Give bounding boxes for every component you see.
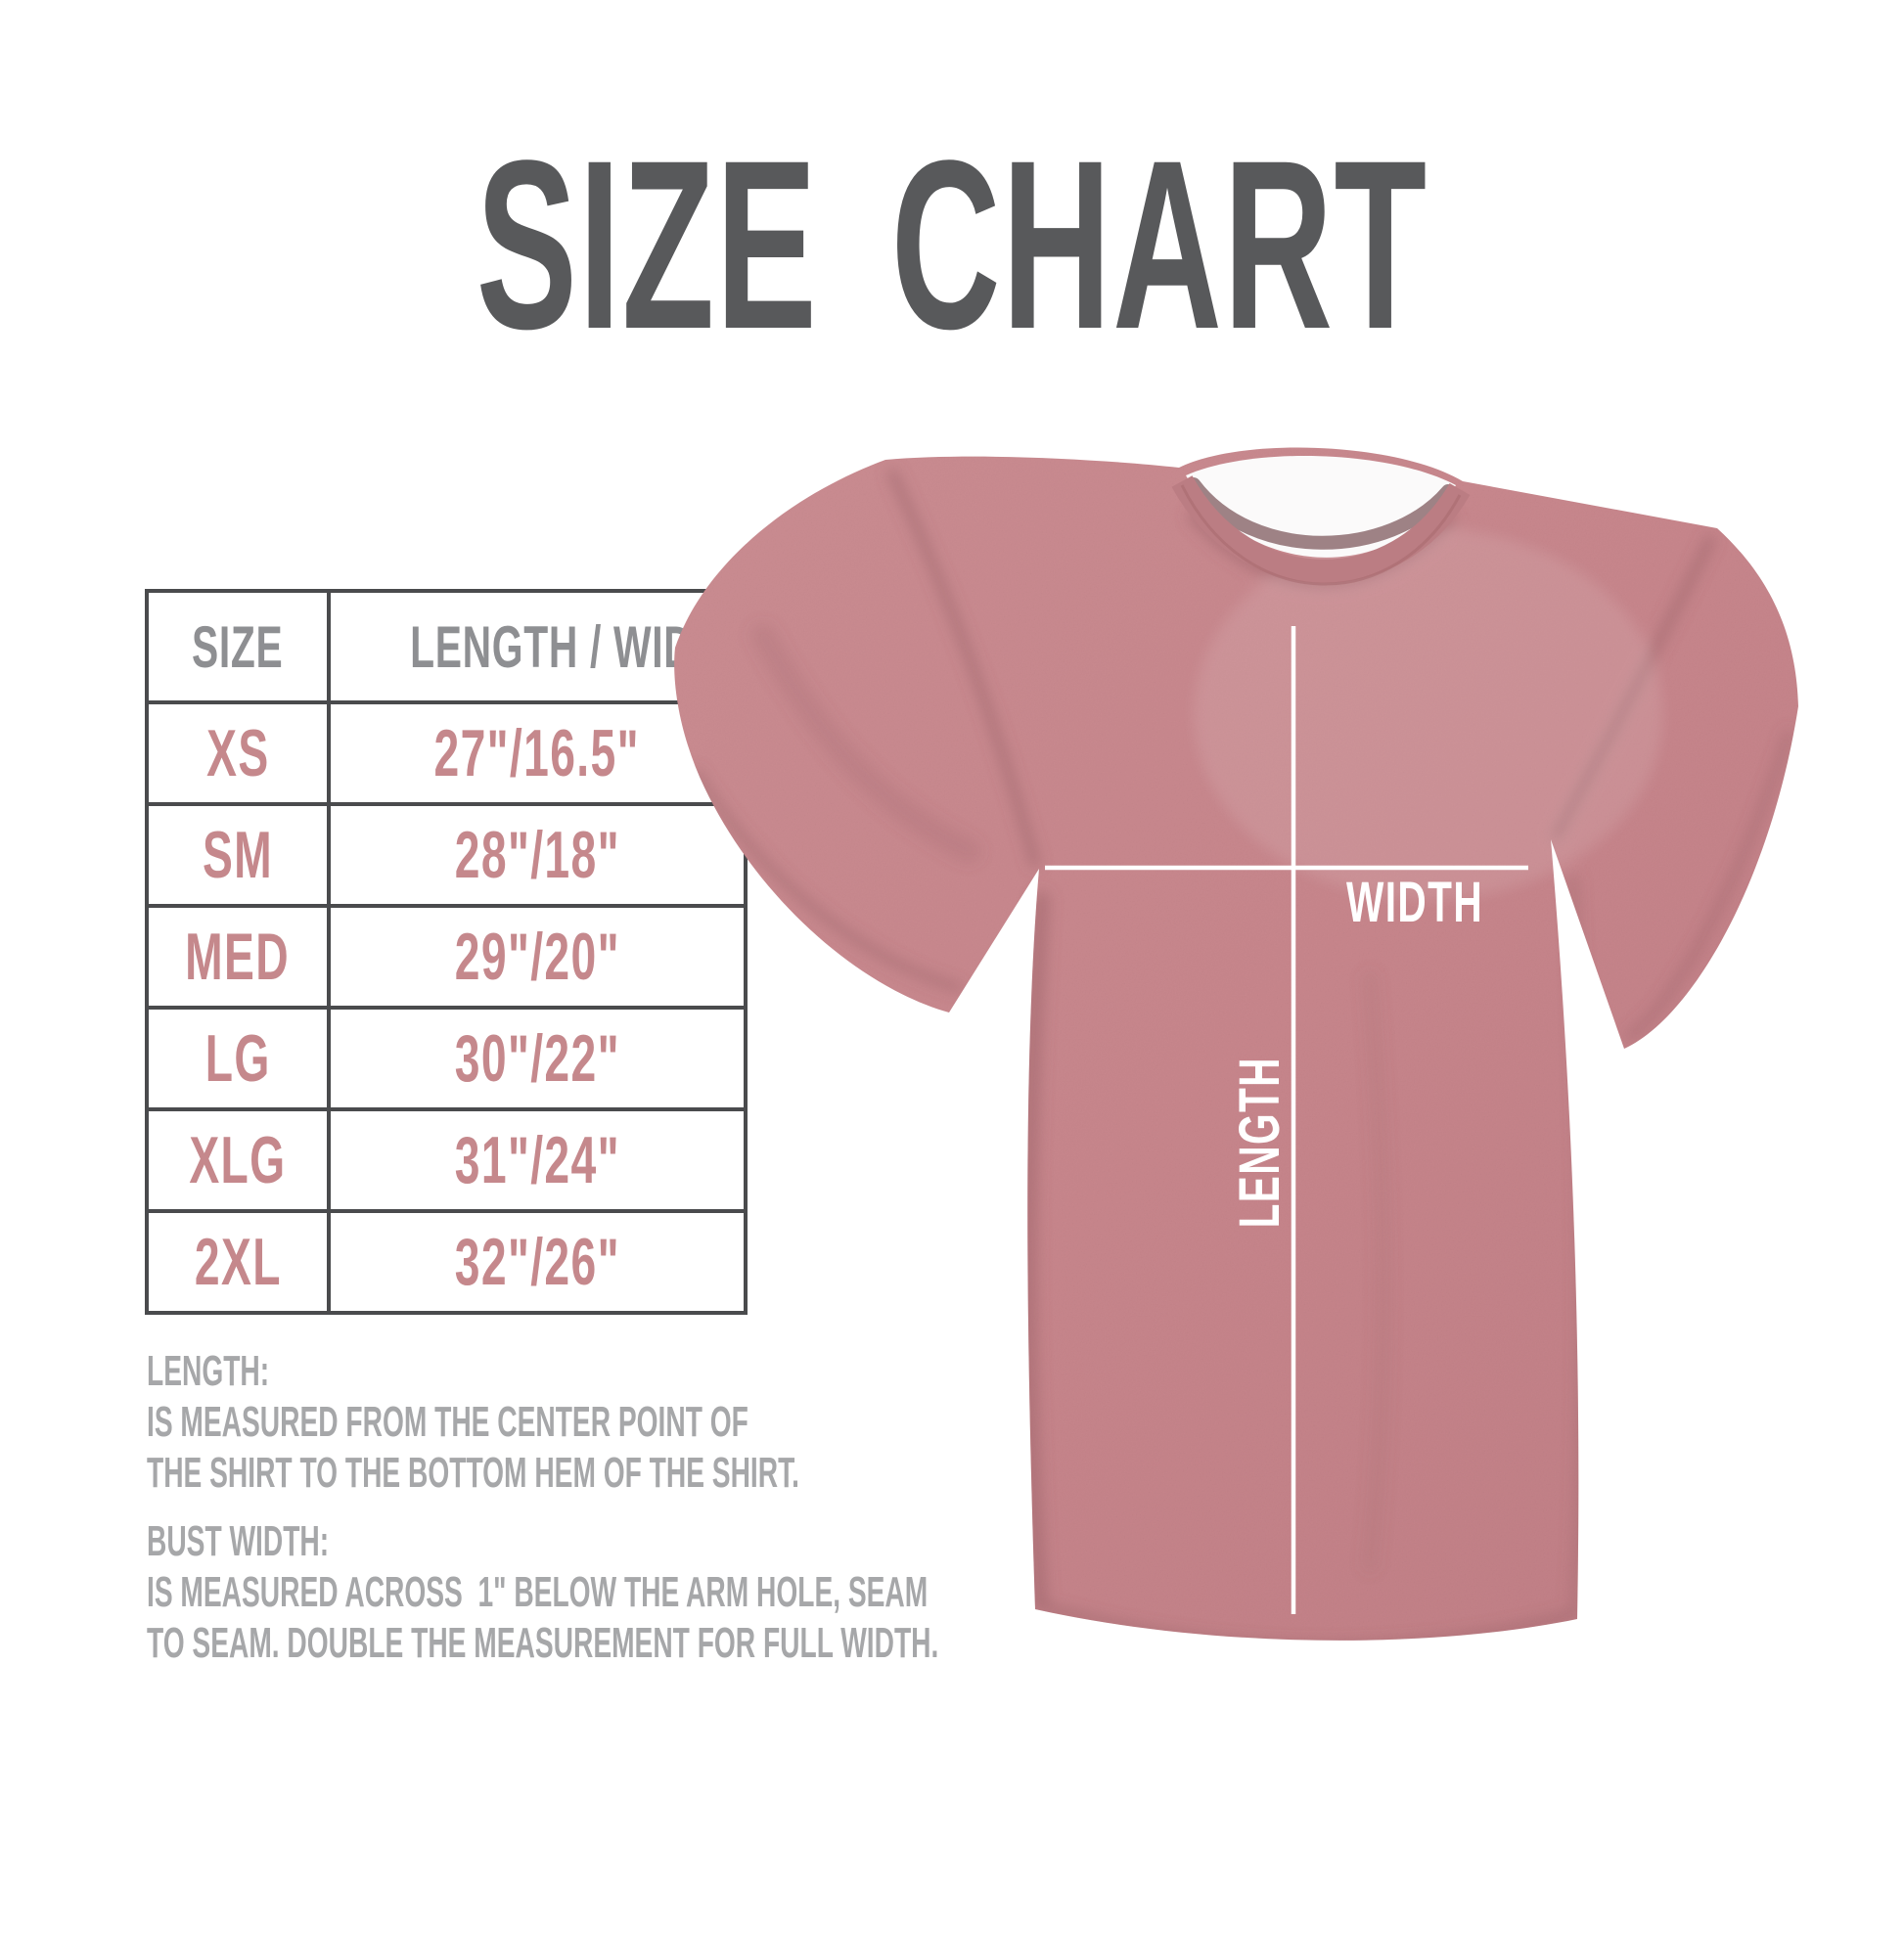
measurement-notes: LENGTH: IS MEASURED FROM THE CENTER POIN…: [147, 1346, 1384, 1669]
table-row-xlg: XLG 31"/24": [145, 1107, 748, 1213]
measurement-value: 31"/24": [454, 1123, 620, 1197]
size-cell: XLG: [145, 1107, 331, 1213]
length-label: LENGTH: [1228, 1057, 1292, 1229]
collar-ribbing: [1171, 475, 1471, 583]
measurement-value: 30"/22": [454, 1021, 620, 1096]
measurement-cell: 28"/18": [327, 802, 748, 908]
measurement-value: 27"/16.5": [433, 716, 641, 790]
measurement-cell: 32"/26": [327, 1209, 748, 1315]
measurement-value: 32"/26": [454, 1225, 620, 1299]
page-title-text: SIZE CHART: [476, 111, 1428, 380]
length-note-line: IS MEASURED FROM THE CENTER POINT OF: [147, 1398, 748, 1446]
tshirt-illustration: [674, 447, 1799, 1641]
size-value: 2XL: [194, 1225, 282, 1299]
size-value: XS: [205, 716, 270, 790]
size-cell: MED: [145, 904, 331, 1010]
bust-width-note-heading: BUST WIDTH:: [147, 1517, 330, 1565]
col-header-size: SIZE: [145, 589, 331, 704]
tshirt-photo: WIDTH LENGTH: [646, 391, 1820, 1692]
length-note-line: THE SHIRT TO THE BOTTOM HEM OF THE SHIRT…: [147, 1449, 799, 1497]
measurement-cell: 29"/20": [327, 904, 748, 1010]
size-cell: SM: [145, 802, 331, 908]
size-cell: 2XL: [145, 1209, 331, 1315]
size-value: SM: [202, 818, 274, 892]
size-value: MED: [185, 920, 291, 994]
bust-width-note-line: IS MEASURED ACROSS 1" BELOW THE ARM HOLE…: [147, 1568, 929, 1616]
collar-seam: [1180, 484, 1462, 586]
heather-texture: [674, 447, 1799, 1641]
table-row-xs: XS 27"/16.5": [145, 700, 748, 806]
bust-width-note: BUST WIDTH: IS MEASURED ACROSS 1" BELOW …: [147, 1516, 1384, 1669]
table-row-lg: LG 30"/22": [145, 1006, 748, 1111]
size-value: LG: [204, 1021, 271, 1096]
bust-width-note-line: TO SEAM. DOUBLE THE MEASUREMENT FOR FULL…: [147, 1619, 939, 1667]
measurement-cell: 30"/22": [327, 1006, 748, 1111]
measurement-value: 28"/18": [454, 818, 620, 892]
width-label: WIDTH: [1345, 871, 1484, 934]
col-header-length-width: LENGTH / WIDTH: [327, 589, 748, 704]
size-cell: LG: [145, 1006, 331, 1111]
neck-inner-shadow: [1187, 477, 1455, 550]
col-header-size-text: SIZE: [192, 613, 284, 680]
length-note-heading: LENGTH:: [147, 1347, 270, 1395]
page-title: SIZE CHART: [0, 125, 1904, 366]
table-row-med: MED 29"/20": [145, 904, 748, 1010]
table-row-2xl: 2XL 32"/26": [145, 1209, 748, 1315]
measurement-value: 29"/20": [454, 920, 620, 994]
size-value: XLG: [189, 1123, 287, 1197]
shirt-shading: [693, 469, 1792, 1641]
table-header-row: SIZE LENGTH / WIDTH: [145, 589, 748, 704]
length-note: LENGTH: IS MEASURED FROM THE CENTER POIN…: [147, 1346, 1384, 1499]
size-table: SIZE LENGTH / WIDTH XS 27"/16.5" SM 28"/…: [145, 589, 748, 1315]
table-row-sm: SM 28"/18": [145, 802, 748, 908]
measurement-cell: 31"/24": [327, 1107, 748, 1213]
size-cell: XS: [145, 700, 331, 806]
